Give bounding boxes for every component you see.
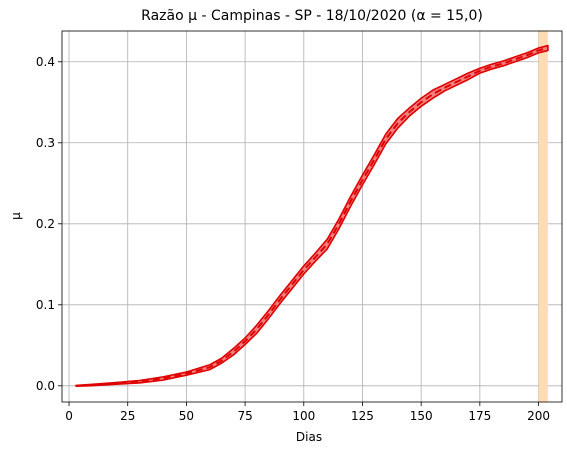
x-axis-ticks: 0 25 50 75 100 125 150 175 200 [65,402,550,423]
y-tick-label-3: 0.3 [36,136,55,150]
y-tick-label-1: 0.1 [36,298,55,312]
series-0-line [76,47,549,387]
x-tick-label-0: 0 [65,409,73,423]
x-tick-label-2: 50 [179,409,194,423]
x-tick-label-8: 200 [527,409,550,423]
x-axis-label: Dias [296,430,322,444]
chart-title: Razão µ - Campinas - SP - 18/10/2020 (α … [141,8,483,24]
y-axis-ticks: 0.0 0.1 0.2 0.3 0.4 [36,55,62,393]
x-tick-label-1: 25 [120,409,135,423]
x-tick-label-6: 150 [410,409,433,423]
x-tick-label-3: 75 [237,409,252,423]
y-tick-label-4: 0.4 [36,55,55,69]
series-layer [75,44,549,388]
shaded-region-layer [538,31,548,402]
shaded-region [538,31,548,402]
series-0-band [75,44,549,388]
y-tick-label-0: 0.0 [36,379,55,393]
plot-area-frame [61,30,563,403]
x-tick-label-5: 125 [351,409,374,423]
x-tick-label-7: 175 [468,409,491,423]
x-tick-label-4: 100 [292,409,315,423]
y-tick-label-2: 0.2 [36,217,55,231]
y-axis-label: µ [9,212,23,220]
